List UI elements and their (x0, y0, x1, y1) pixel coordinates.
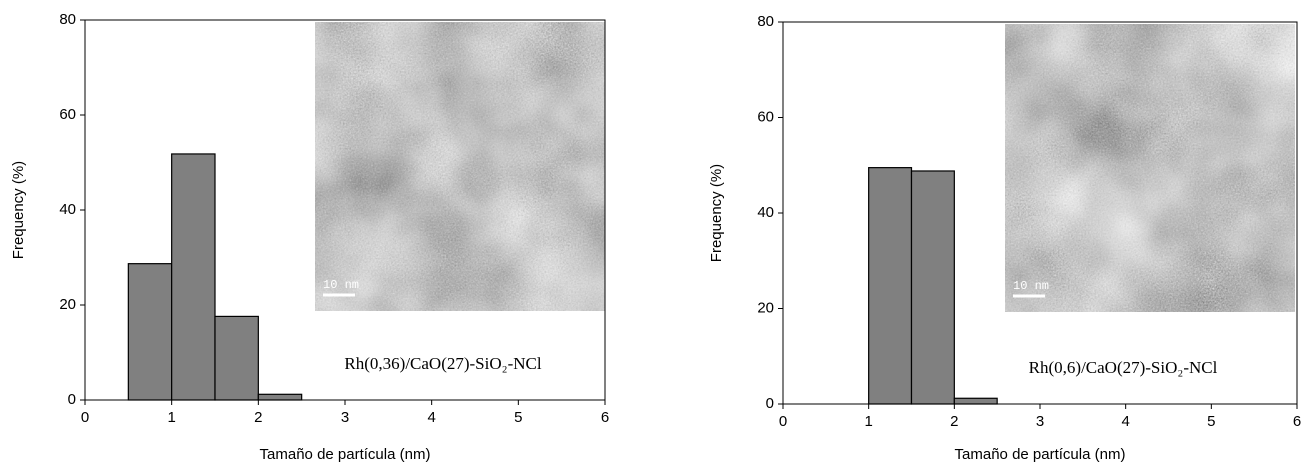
x-tick-label: 3 (341, 409, 349, 426)
x-tick-label: 0 (81, 409, 89, 426)
bar (127, 263, 173, 401)
inset-image (1005, 24, 1295, 312)
inset-image (315, 22, 605, 311)
y-tick-label: 60 (59, 106, 76, 123)
x-tick-label: 0 (779, 413, 787, 430)
bar (257, 393, 303, 401)
x-tick-label: 2 (254, 409, 262, 426)
bar (214, 315, 259, 401)
y-tick-label: 60 (757, 108, 774, 125)
y-tick-label: 20 (757, 299, 774, 316)
y-tick-label: 20 (59, 296, 76, 313)
x-axis-label: Tamaño de partícula (nm) (260, 446, 431, 463)
bar (910, 170, 955, 405)
bar (953, 397, 998, 405)
y-tick-label: 40 (757, 204, 774, 221)
bar (868, 167, 913, 405)
x-tick-label: 4 (1121, 413, 1129, 430)
x-tick-label: 1 (864, 413, 872, 430)
x-tick-label: 5 (1207, 413, 1215, 430)
y-axis-label: Frequency (%) (10, 161, 27, 259)
x-tick-label: 3 (1036, 413, 1044, 430)
y-tick-label: 0 (766, 395, 774, 412)
y-tick-label: 80 (757, 13, 774, 30)
annotation: Rh(0,36)/CaO(27)-SiO₂-NCl (344, 354, 541, 373)
annotation: Rh(0,6)/CaO(27)-SiO₂-NCl (1029, 358, 1218, 377)
x-tick-label: 2 (950, 413, 958, 430)
x-tick-label: 6 (1293, 413, 1301, 430)
x-tick-label: 1 (167, 409, 175, 426)
x-tick-label: 5 (514, 409, 522, 426)
scale-label: 10 nm (1013, 279, 1049, 293)
x-axis-label: Tamaño de partícula (nm) (955, 446, 1126, 463)
y-tick-label: 80 (59, 11, 76, 28)
x-tick-label: 6 (601, 409, 609, 426)
y-axis-label: Frequency (%) (708, 164, 725, 262)
y-tick-label: 0 (68, 391, 76, 408)
bar (171, 153, 216, 401)
x-tick-label: 4 (427, 409, 435, 426)
scale-label: 10 nm (323, 278, 359, 292)
y-tick-label: 40 (59, 201, 76, 218)
